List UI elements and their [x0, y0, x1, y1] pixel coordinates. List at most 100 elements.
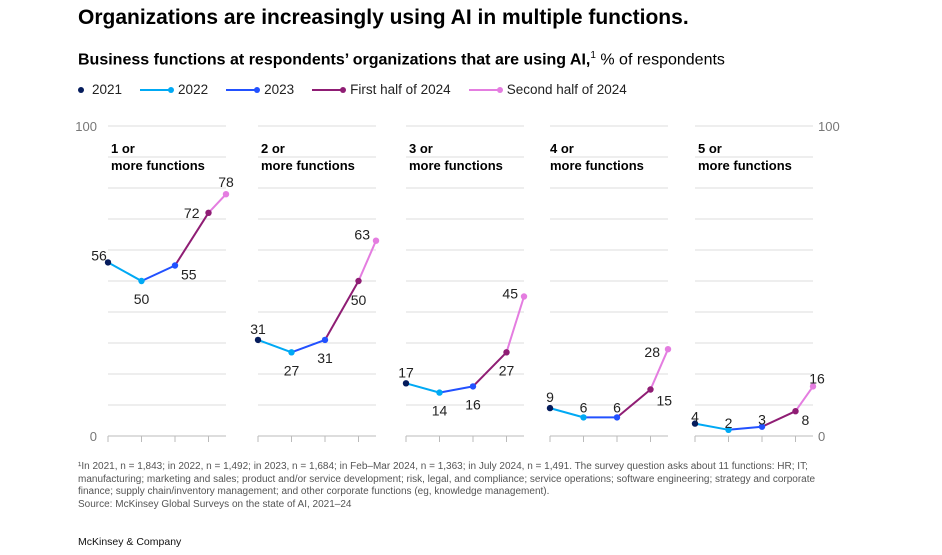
- panel-title: 5 or more functions: [698, 141, 792, 173]
- data-label: 27: [284, 362, 300, 378]
- legend-item-2021: 2021: [78, 82, 122, 97]
- subtitle-main: Business functions at respondents’ organ…: [78, 51, 591, 69]
- data-label: 15: [657, 393, 673, 409]
- data-point: [469, 383, 477, 390]
- chart-subtitle: Business functions at respondents’ organ…: [78, 50, 725, 69]
- legend-label: 2023: [264, 82, 295, 97]
- data-point: [436, 389, 443, 396]
- data-point: [372, 237, 380, 244]
- y-tick-label: 0: [818, 429, 825, 444]
- y-tick-label: 100: [75, 119, 97, 134]
- legend-marker: [226, 86, 261, 93]
- data-point: [222, 191, 230, 198]
- data-point: [792, 408, 799, 415]
- series-segment: [107, 261, 142, 282]
- legend-marker: [312, 86, 347, 93]
- data-label: 28: [644, 344, 660, 360]
- legend-label: Second half of 2024: [506, 82, 627, 97]
- footnote: ¹In 2021, n = 1,843; in 2022, n = 1,492;…: [78, 461, 848, 511]
- series-segment: [207, 193, 227, 214]
- data-label: 50: [351, 292, 367, 308]
- data-label: 31: [250, 321, 266, 337]
- data-label: 16: [465, 396, 481, 412]
- legend-item-2023: 2023: [226, 82, 294, 97]
- brand-logo-text: McKinsey & Company: [78, 536, 182, 548]
- series-segment: [549, 407, 584, 419]
- legend-label: First half of 2024: [350, 82, 451, 97]
- data-point: [758, 423, 766, 430]
- data-label: 78: [218, 174, 234, 190]
- legend-label: 2022: [178, 82, 209, 97]
- legend-marker: [78, 86, 84, 93]
- data-label: 45: [502, 286, 518, 302]
- data-point: [288, 349, 295, 356]
- legend-marker: [468, 86, 503, 93]
- data-label: 17: [398, 364, 414, 380]
- data-point: [809, 383, 817, 390]
- small-multiples-chart: 100 0 100 0 1 or more functions 56 50 55 72 78 2 or…: [75, 119, 840, 444]
- data-point: [546, 404, 554, 412]
- legend-item-2022: 2022: [140, 82, 208, 97]
- legend-label: 2021: [92, 82, 123, 97]
- footnote-text: ¹In 2021, n = 1,843; in 2022, n = 1,492;…: [78, 461, 816, 497]
- y-tick-label: 100: [818, 119, 840, 134]
- data-point: [647, 386, 654, 393]
- data-point: [664, 346, 672, 353]
- series-segment: [694, 422, 729, 431]
- data-label: 72: [184, 205, 200, 221]
- data-label: 56: [91, 247, 107, 263]
- data-label: 3: [758, 412, 766, 428]
- data-point: [171, 262, 179, 269]
- data-point: [104, 259, 112, 266]
- series-segment: [405, 382, 440, 394]
- data-point: [725, 426, 732, 433]
- data-label: 31: [317, 350, 333, 366]
- data-label: 2: [725, 415, 733, 431]
- data-point: [321, 336, 329, 344]
- y-tick-label: 0: [90, 429, 97, 444]
- panel-title: 2 or more functions: [261, 141, 355, 173]
- legend: 2021 2022 2023 First half of 2024 Second…: [78, 82, 645, 97]
- footnote-marker: 1: [590, 50, 596, 61]
- data-point: [580, 414, 587, 421]
- series-segment: [794, 385, 814, 412]
- data-label: 9: [546, 389, 554, 405]
- data-label: 6: [580, 399, 588, 415]
- series-segment: [439, 385, 474, 394]
- series-segment: [616, 388, 652, 419]
- data-point: [613, 414, 621, 421]
- legend-marker: [140, 86, 175, 93]
- series-segment: [649, 348, 669, 390]
- data-label: 16: [809, 370, 825, 386]
- chart-title: Organizations are increasingly using AI …: [78, 6, 689, 29]
- data-point: [402, 380, 410, 387]
- series-segment: [505, 296, 525, 353]
- panel-title: 4 or more functions: [550, 141, 644, 173]
- data-label: 27: [499, 362, 515, 378]
- series-segment: [324, 280, 360, 341]
- data-point: [503, 349, 510, 356]
- legend-item-h1-2024: First half of 2024: [312, 82, 451, 97]
- series-segment: [141, 264, 176, 282]
- data-label: 4: [691, 409, 699, 425]
- data-point: [254, 336, 262, 344]
- data-label: 6: [613, 399, 621, 415]
- data-point: [691, 420, 699, 427]
- data-label: 63: [354, 227, 370, 243]
- panel-title: 3 or more functions: [409, 141, 503, 173]
- data-label: 14: [432, 403, 448, 419]
- data-label: 55: [181, 267, 197, 283]
- series-segment: [472, 351, 508, 388]
- data-point: [205, 209, 212, 216]
- series-segment: [291, 338, 326, 354]
- data-point: [138, 277, 145, 285]
- panel-title: 1 or more functions: [111, 141, 205, 173]
- series-segment: [761, 410, 796, 428]
- data-label: 8: [802, 412, 810, 428]
- legend-item-h2-2024: Second half of 2024: [468, 82, 627, 97]
- series-segment: [174, 212, 210, 267]
- subtitle-unit: % of respondents: [595, 51, 725, 69]
- source-text: Source: McKinsey Global Surveys on the s…: [78, 498, 352, 510]
- series-segment: [257, 338, 292, 354]
- series-segment: [357, 240, 377, 282]
